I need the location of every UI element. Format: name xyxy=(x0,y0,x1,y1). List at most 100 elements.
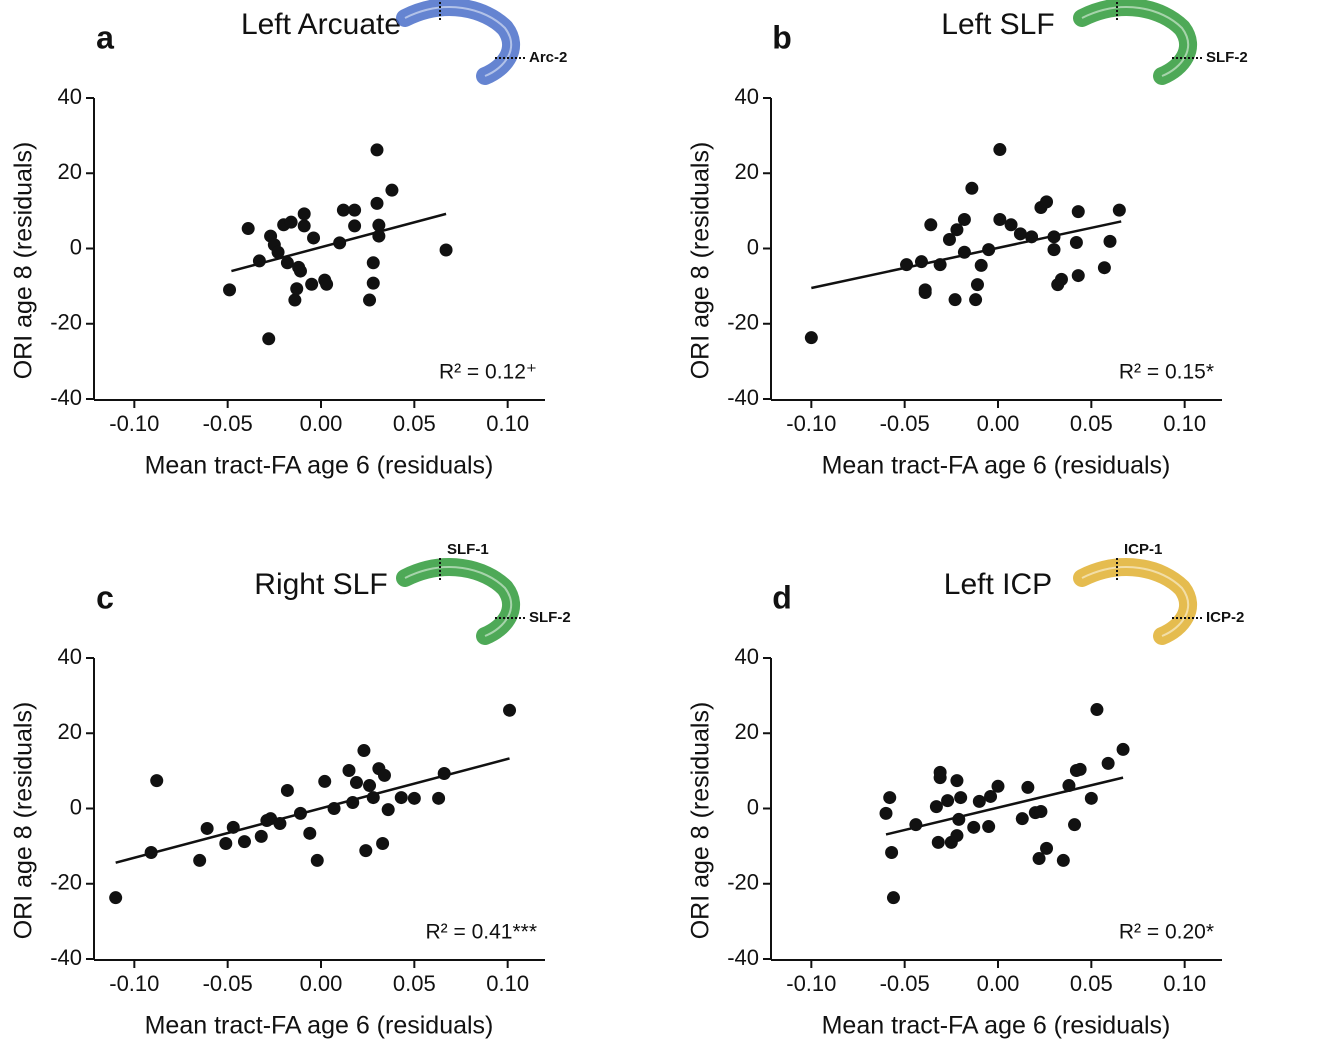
point xyxy=(942,232,956,246)
point xyxy=(336,203,350,217)
annotation: R² = 0.20* xyxy=(1119,921,1214,944)
point xyxy=(909,818,923,832)
x-axis-label: Mean tract-FA age 6 (residuals) xyxy=(145,452,494,480)
point xyxy=(359,844,373,858)
point xyxy=(150,774,164,788)
point xyxy=(1068,818,1082,832)
point xyxy=(950,223,964,237)
point xyxy=(346,795,360,809)
point xyxy=(1056,853,1070,867)
x-tick-label: 0.10 xyxy=(486,411,529,436)
x-tick-label: 0.10 xyxy=(1163,411,1206,436)
point xyxy=(1069,235,1083,249)
point xyxy=(1032,852,1046,866)
point xyxy=(1047,230,1061,244)
y-tick-label: -40 xyxy=(727,385,759,410)
point xyxy=(1034,805,1048,819)
y-tick-label: -40 xyxy=(50,385,82,410)
x-tick-label: 0.10 xyxy=(486,971,529,996)
point xyxy=(967,820,981,834)
y-tick-label: 20 xyxy=(735,719,759,744)
point xyxy=(394,791,408,805)
y-tick-label: -20 xyxy=(727,870,759,895)
point xyxy=(1101,756,1115,770)
point xyxy=(437,767,451,781)
point xyxy=(950,774,964,788)
inset-label: Arc-2 xyxy=(529,49,567,66)
x-axis-label: Mean tract-FA age 6 (residuals) xyxy=(822,452,1171,480)
point xyxy=(969,293,983,307)
point xyxy=(305,277,319,291)
point xyxy=(310,853,324,867)
panel: -40 -20 0 20 40 -0.10 -0.05 0.00 0.05 0.10 Mean tr… xyxy=(687,541,1245,1040)
point xyxy=(348,219,362,233)
point xyxy=(370,143,384,157)
inset-label: ICP-1 xyxy=(1124,541,1162,558)
y-axis-label: ORI age 8 (residuals) xyxy=(10,702,38,940)
point xyxy=(223,283,237,297)
point xyxy=(957,213,971,227)
panel: -40 -20 0 20 40 -0.10 -0.05 0.00 0.05 0.10 Mean tr… xyxy=(10,541,571,1040)
point xyxy=(1054,272,1068,286)
point xyxy=(1103,234,1117,248)
point xyxy=(241,222,255,236)
y-tick-label: 20 xyxy=(735,159,759,184)
point xyxy=(1047,243,1061,257)
point xyxy=(297,219,311,233)
y-axis-label: ORI age 8 (residuals) xyxy=(10,142,38,380)
point xyxy=(900,258,914,272)
y-tick-label: 40 xyxy=(735,644,759,669)
point xyxy=(1073,762,1087,776)
inset-label: ICP-2 xyxy=(1206,609,1244,626)
panel: -40 -20 0 20 40 -0.10 -0.05 0.00 0.05 0.10 Mean tr… xyxy=(687,0,1248,480)
point xyxy=(370,196,384,210)
point xyxy=(1112,203,1126,217)
point xyxy=(950,829,964,843)
point xyxy=(293,806,307,820)
point xyxy=(991,779,1005,793)
point xyxy=(1004,218,1018,232)
inset-label: SLF-2 xyxy=(1206,49,1248,66)
tract-inset xyxy=(396,0,520,85)
inset-label: SLF-2 xyxy=(529,609,571,626)
point xyxy=(366,276,380,290)
point xyxy=(252,254,266,268)
point xyxy=(883,791,897,805)
point xyxy=(948,293,962,307)
point xyxy=(349,776,363,790)
point xyxy=(993,143,1007,157)
point xyxy=(974,258,988,272)
point xyxy=(1040,195,1054,209)
point xyxy=(254,829,268,843)
point xyxy=(1040,841,1054,855)
y-axis-label: ORI age 8 (residuals) xyxy=(687,142,715,380)
inset-label: SLF-1 xyxy=(447,541,489,558)
point xyxy=(924,218,938,232)
point xyxy=(1071,269,1085,283)
point xyxy=(237,835,251,849)
y-tick-label: 20 xyxy=(58,159,82,184)
point xyxy=(363,293,377,307)
point xyxy=(1015,812,1029,826)
chart-title: Right SLF xyxy=(254,568,387,601)
tract-inset xyxy=(1073,558,1197,645)
point xyxy=(303,826,317,840)
point xyxy=(280,783,294,797)
point xyxy=(219,836,233,850)
point xyxy=(804,331,818,345)
panel-letter: a xyxy=(96,19,114,55)
y-tick-label: 0 xyxy=(747,794,759,819)
x-tick-label: 0.00 xyxy=(977,411,1020,436)
point xyxy=(918,286,932,300)
point xyxy=(957,245,971,259)
point xyxy=(503,703,517,717)
point xyxy=(984,789,998,803)
point xyxy=(407,791,421,805)
point xyxy=(1062,779,1076,793)
y-tick-label: 0 xyxy=(70,794,82,819)
point xyxy=(363,779,377,793)
tract-inset-fibers xyxy=(404,6,512,77)
point xyxy=(1084,791,1098,805)
point xyxy=(1013,227,1027,241)
